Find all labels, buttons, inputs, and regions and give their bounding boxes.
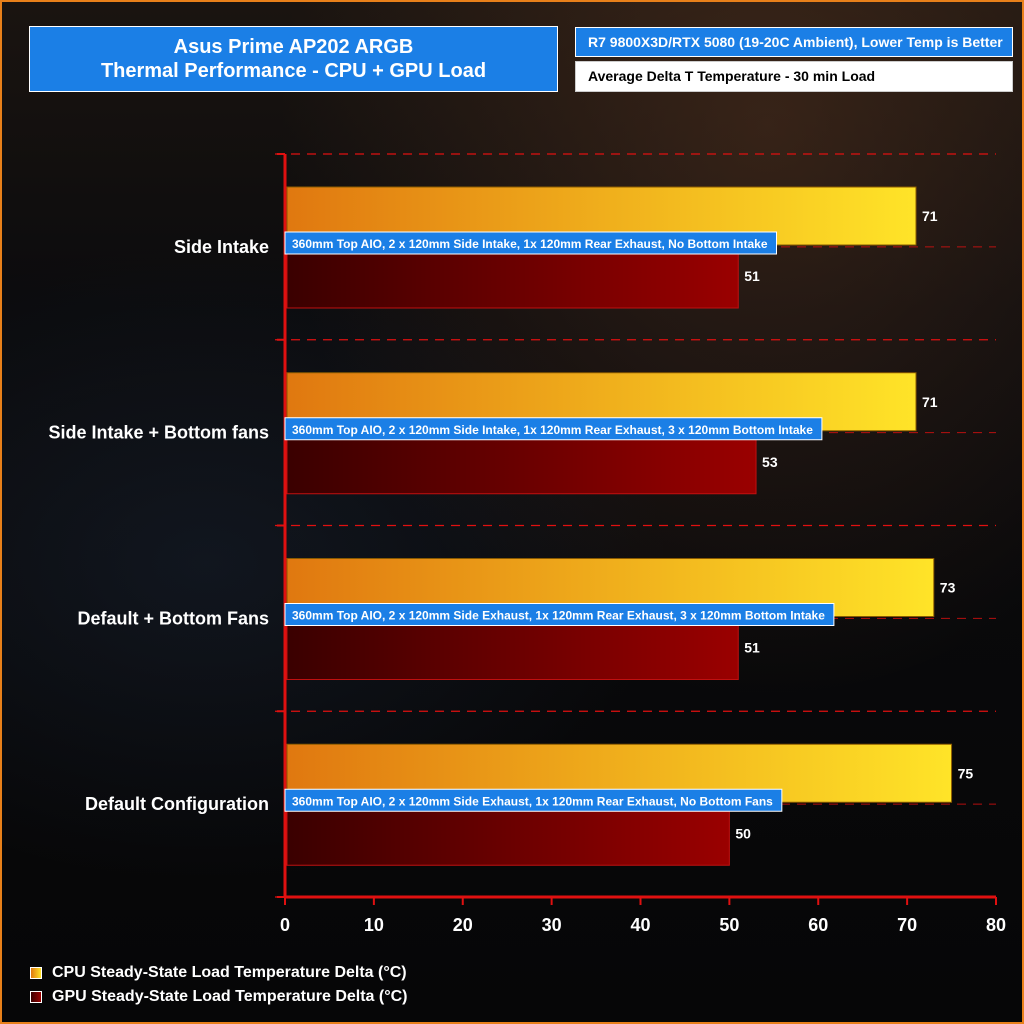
legend-gpu-swatch bbox=[30, 991, 42, 1003]
gpu-bar bbox=[286, 806, 730, 866]
config-note-box bbox=[284, 603, 835, 626]
config-note-box bbox=[284, 417, 823, 441]
legend-cpu-label: CPU Steady-State Load Temperature Delta … bbox=[52, 964, 407, 981]
legend-cpu: CPU Steady-State Load Temperature Delta … bbox=[30, 964, 407, 982]
gpu-bar bbox=[286, 435, 757, 495]
config-note-text: 360mm Top AIO, 2 x 120mm Side Exhaust, 1… bbox=[292, 609, 825, 623]
config-note-box bbox=[284, 231, 777, 255]
gpu-value-label: 53 bbox=[762, 454, 778, 470]
cpu-value-label: 71 bbox=[922, 208, 938, 224]
category-label: Default Configuration bbox=[85, 794, 269, 814]
cpu-value-label: 71 bbox=[922, 394, 938, 410]
title-line-2: Thermal Performance - CPU + GPU Load bbox=[100, 60, 487, 82]
x-tick-label: 70 bbox=[897, 915, 917, 935]
category-label: Side Intake bbox=[174, 237, 269, 257]
legend-cpu-swatch bbox=[30, 967, 42, 979]
x-tick-label: 30 bbox=[542, 915, 562, 935]
config-note-text: 360mm Top AIO, 2 x 120mm Side Intake, 1x… bbox=[292, 237, 768, 251]
legend-gpu-label: GPU Steady-State Load Temperature Delta … bbox=[52, 988, 408, 1005]
x-tick-label: 0 bbox=[280, 915, 290, 935]
x-tick-label: 40 bbox=[630, 915, 650, 935]
gpu-bar bbox=[286, 621, 739, 680]
x-tick-label: 50 bbox=[719, 915, 739, 935]
x-tick-label: 60 bbox=[808, 915, 828, 935]
x-tick-label: 10 bbox=[364, 915, 384, 935]
title-line-1: Asus Prime AP202 ARGB bbox=[173, 36, 414, 58]
gpu-value-label: 51 bbox=[744, 640, 760, 656]
cpu-value-label: 75 bbox=[958, 765, 974, 781]
category-label: Side Intake + Bottom fans bbox=[48, 423, 269, 443]
config-note-box bbox=[284, 788, 783, 812]
category-label: Default + Bottom Fans bbox=[77, 608, 269, 628]
x-tick-label: 20 bbox=[453, 915, 473, 935]
test-spec-label: R7 9800X3D/RTX 5080 (19-20C Ambient), Lo… bbox=[575, 27, 1013, 57]
cpu-value-label: 73 bbox=[940, 580, 956, 596]
config-note-text: 360mm Top AIO, 2 x 120mm Side Exhaust, 1… bbox=[292, 794, 773, 808]
gpu-value-label: 51 bbox=[744, 268, 760, 284]
metric-label: Average Delta T Temperature - 30 min Loa… bbox=[575, 61, 1013, 92]
gpu-bar bbox=[286, 249, 739, 309]
legend-gpu: GPU Steady-State Load Temperature Delta … bbox=[30, 988, 408, 1006]
x-tick-label: 80 bbox=[986, 915, 1006, 935]
gpu-value-label: 50 bbox=[735, 825, 751, 841]
config-note-text: 360mm Top AIO, 2 x 120mm Side Intake, 1x… bbox=[292, 423, 813, 437]
chart-title: Asus Prime AP202 ARGB Thermal Performanc… bbox=[29, 26, 558, 92]
